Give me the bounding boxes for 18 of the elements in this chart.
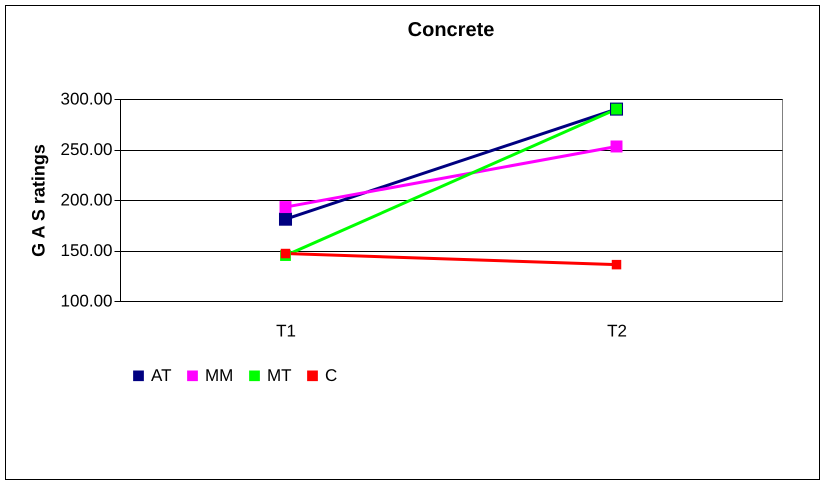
point — [280, 201, 292, 214]
legend-label: C — [325, 366, 338, 385]
point — [278, 212, 292, 226]
point — [280, 248, 290, 258]
x-tick-label: T2 — [607, 322, 627, 340]
y-axis-title: G A S ratings — [28, 144, 49, 257]
point — [612, 260, 622, 270]
y-tick-label: 200.00 — [60, 190, 112, 210]
y-tick-label: 250.00 — [60, 140, 112, 159]
legend-label: MT — [267, 366, 292, 385]
y-tick-label: 300.00 — [60, 90, 112, 108]
y-tick-label: 100.00 — [60, 292, 112, 310]
x-tick-label: T1 — [276, 322, 296, 340]
point — [610, 140, 622, 152]
y-tick-label: 150.00 — [60, 241, 112, 260]
legend-label: AT — [151, 366, 172, 385]
chart-title: Concrete — [408, 19, 494, 41]
legend-label: MM — [205, 366, 234, 385]
